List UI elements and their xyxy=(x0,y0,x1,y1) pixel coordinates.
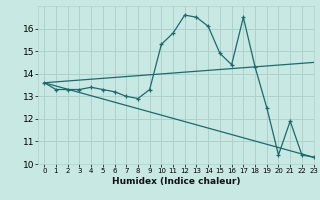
X-axis label: Humidex (Indice chaleur): Humidex (Indice chaleur) xyxy=(112,177,240,186)
